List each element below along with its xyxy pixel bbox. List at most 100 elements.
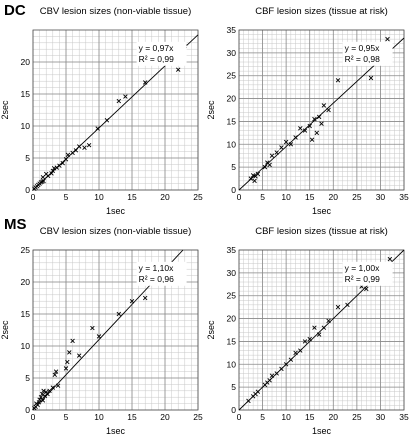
x-tick-label: 10 [94, 412, 104, 422]
data-point [76, 144, 82, 149]
y-tick-label: 10 [227, 359, 237, 369]
data-point [345, 302, 350, 308]
y-tick-label: 0 [25, 405, 30, 415]
chart-dc-cbv: CBV lesion sizes (non-viable tissue) 0 5 10… [0, 6, 203, 216]
chart-ms-cbv: CBV lesion sizes (non-viable tissue) 0 5 10… [0, 226, 203, 436]
data-point [116, 98, 122, 104]
data-point [54, 165, 59, 170]
data-point [63, 366, 69, 371]
y-tick-label: 20 [21, 277, 31, 287]
data-point [283, 139, 289, 145]
data-point [67, 350, 72, 355]
data-point [335, 78, 341, 83]
y-axis-label: 2sec [206, 100, 216, 120]
equation-background [136, 41, 187, 66]
data-point [40, 391, 45, 397]
y-tick-label: 5 [231, 162, 236, 172]
y-axis-label: 2sec [0, 100, 10, 120]
data-point [267, 162, 272, 168]
data-point [298, 126, 303, 131]
row-label-dc: DC [4, 2, 26, 19]
data-point [55, 383, 61, 388]
y-tick-label: 20 [21, 57, 31, 67]
data-point [321, 325, 327, 330]
x-axis-label: 1sec [106, 206, 126, 216]
data-point [73, 148, 79, 153]
data-point [95, 126, 100, 131]
data-point [255, 389, 261, 394]
x-tick-label: 10 [281, 192, 291, 202]
chart-title: CBF lesion sizes (tissue at risk) [255, 6, 388, 17]
data-point [175, 67, 181, 72]
data-point [70, 150, 75, 156]
x-tick-label: 20 [329, 412, 339, 422]
r-squared: R² = 0,98 [345, 54, 380, 64]
data-point [298, 348, 303, 353]
data-point [52, 372, 57, 378]
data-point [65, 359, 70, 365]
y-tick-label: 35 [227, 245, 237, 255]
data-point [70, 338, 75, 344]
data-point [319, 121, 324, 126]
y-tick-label: 30 [227, 48, 237, 58]
y-axis-label: 2sec [0, 320, 10, 340]
data-point [76, 353, 82, 358]
plot-frame [32, 29, 199, 191]
chart-title: CBF lesion sizes (tissue at risk) [255, 226, 388, 237]
chart-ms-cbf: CBF lesion sizes (tissue at risk) 0 5 10 15 2… [206, 226, 409, 436]
data-point [314, 130, 320, 136]
data-point [307, 123, 312, 129]
y-tick-label: 35 [227, 25, 237, 35]
data-point [302, 128, 308, 133]
x-tick-label: 35 [399, 192, 409, 202]
plot-frame [32, 249, 199, 411]
x-tick-label: 20 [160, 412, 170, 422]
x-tick-label: 25 [193, 412, 203, 422]
x-tick-label: 5 [64, 412, 69, 422]
data-point [307, 336, 312, 342]
data-point [53, 369, 59, 374]
r-squared: R² = 0,96 [139, 274, 174, 284]
r-squared: R² = 0,99 [345, 274, 380, 284]
data-point [302, 339, 308, 344]
data-point [123, 94, 128, 99]
data-point [326, 318, 331, 324]
data-point [116, 311, 122, 317]
plot-frame [238, 29, 405, 191]
r-squared: R² = 0,99 [139, 54, 174, 64]
data-point [40, 398, 46, 403]
x-tick-label: 0 [31, 192, 36, 202]
data-point [129, 298, 135, 304]
data-point [335, 304, 341, 310]
data-point [267, 378, 272, 383]
data-point [37, 397, 42, 402]
data-point [60, 160, 65, 166]
y-tick-label: 5 [25, 373, 30, 383]
data-point [269, 373, 275, 378]
plot-frame [238, 249, 405, 411]
x-tick-label: 0 [237, 192, 242, 202]
x-tick-label: 0 [31, 412, 36, 422]
data-point [312, 116, 317, 122]
y-tick-label: 0 [231, 185, 236, 195]
data-point [57, 163, 62, 168]
y-tick-label: 25 [227, 291, 237, 301]
data-point [142, 295, 148, 301]
fit-equation: y = 1,10x [139, 263, 174, 273]
data-point [321, 103, 327, 108]
data-point [86, 142, 92, 148]
data-point [269, 153, 275, 158]
x-tick-label: 10 [281, 412, 291, 422]
data-point [312, 325, 317, 330]
data-point [288, 357, 294, 362]
data-point [262, 164, 268, 170]
data-point [40, 174, 46, 180]
x-tick-label: 25 [352, 192, 362, 202]
chart-title: CBV lesion sizes (non-viable tissue) [40, 6, 192, 17]
data-point [42, 393, 48, 399]
data-point [41, 178, 46, 184]
y-tick-label: 20 [227, 314, 237, 324]
data-point [142, 80, 148, 85]
data-point [368, 75, 374, 81]
x-tick-label: 15 [305, 192, 315, 202]
